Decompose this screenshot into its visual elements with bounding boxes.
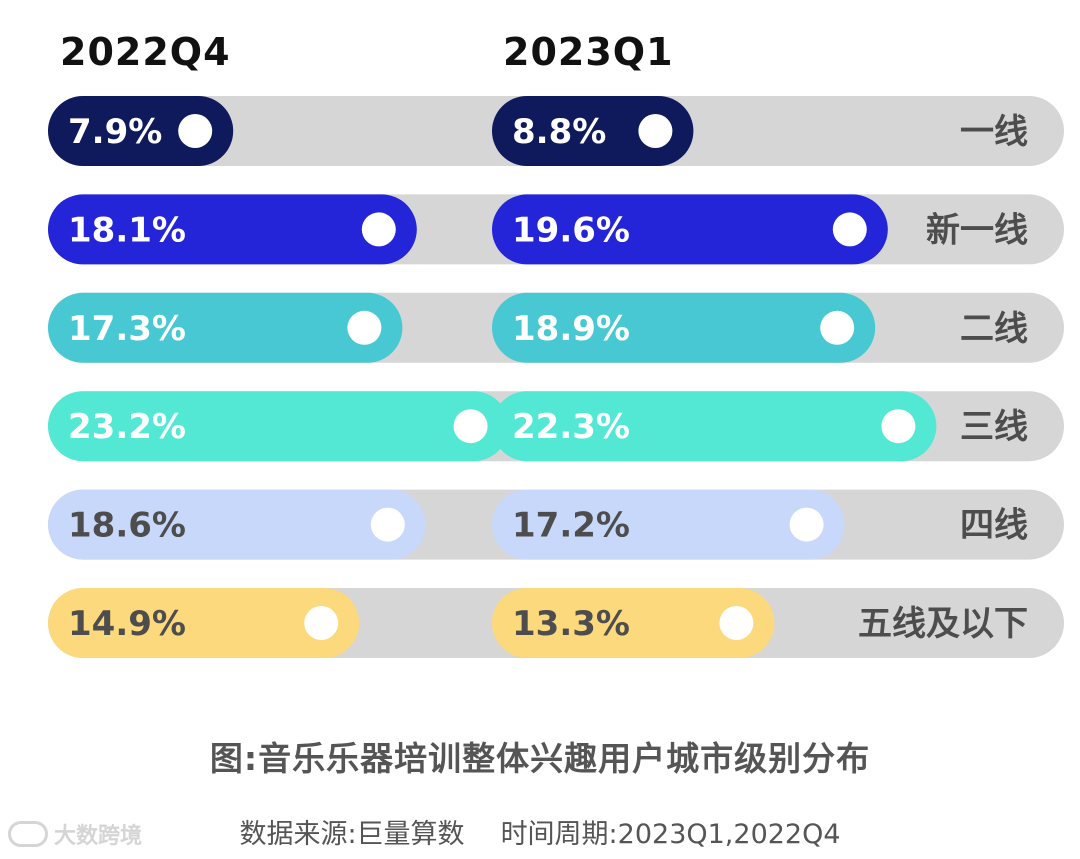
brand-logo-icon [8,821,48,847]
data-label-2023Q1-2: 18.9% [512,309,630,349]
source-line: 数据来源:巨量算数 时间周期:2023Q1,2022Q4 [0,812,1080,851]
category-label-4: 四线 [960,506,1028,546]
data-label-2022Q4-4: 18.6% [68,506,186,546]
data-label-2023Q1-5: 13.3% [512,604,630,644]
data-label-2022Q4-5: 14.9% [68,604,186,644]
bar-end-dot-2022Q4-2 [347,310,382,345]
bar-end-dot-2022Q4-0 [178,114,213,148]
category-label-0: 一线 [960,112,1028,152]
city-tier-bar-chart: 7.9% 8.8% 一线 18.1% 19.6% 新一线 17.3% 18.9% 二线 23.2%… [48,96,1064,658]
bar-2022Q4-3 [48,391,509,462]
data-label-2023Q1-0: 8.8% [512,112,606,152]
data-label-2022Q4-2: 17.3% [68,309,186,349]
time-period: 时间周期:2023Q1,2022Q4 [500,819,841,850]
category-label-3: 三线 [960,407,1028,447]
bar-end-dot-2022Q4-1 [361,212,396,247]
watermark-text: 大数跨境 [54,824,143,849]
watermark: 大数跨境 [8,818,142,850]
data-label-2022Q4-1: 18.1% [68,210,186,250]
bar-2022Q4-1 [48,194,417,265]
data-label-2023Q1-3: 22.3% [512,407,630,447]
chart-caption: 图:音乐乐器培训整体兴趣用户城市级别分布 [209,739,871,778]
bar-end-dot-2022Q4-3 [453,409,488,444]
category-label-5: 五线及以下 [858,604,1028,644]
category-label-1: 新一线 [926,210,1028,250]
bar-2023Q1-0 [492,96,694,166]
bar-2022Q4-2 [48,292,403,363]
bar-2023Q1-2 [492,292,876,363]
bar-end-dot-2023Q1-4 [789,507,824,542]
bar-end-dot-2022Q4-5 [304,606,339,640]
bar-2022Q4-4 [48,489,426,560]
category-label-2: 二线 [960,309,1028,349]
data-label-2022Q4-0: 7.9% [68,112,162,152]
bar-2023Q1-4 [492,489,845,560]
bar-2023Q1-5 [492,588,775,658]
series-title-2023q1: 2023Q1 [503,30,674,74]
data-label-2023Q1-4: 17.2% [512,506,630,546]
bar-end-dot-2022Q4-4 [370,507,405,542]
bar-2022Q4-5 [48,588,360,658]
series-title-2022q4: 2022Q4 [60,30,231,74]
bar-2023Q1-1 [492,194,888,265]
bar-2022Q4-0 [48,96,234,166]
data-source: 数据来源:巨量算数 [239,819,465,850]
bar-end-dot-2023Q1-0 [638,114,673,148]
bar-end-dot-2023Q1-1 [832,212,867,247]
data-label-2022Q4-3: 23.2% [68,407,186,447]
bar-2023Q1-3 [492,391,937,462]
data-label-2023Q1-1: 19.6% [512,210,630,250]
bar-end-dot-2023Q1-2 [820,310,855,345]
bar-end-dot-2023Q1-5 [719,606,754,640]
bar-end-dot-2023Q1-3 [881,409,916,444]
